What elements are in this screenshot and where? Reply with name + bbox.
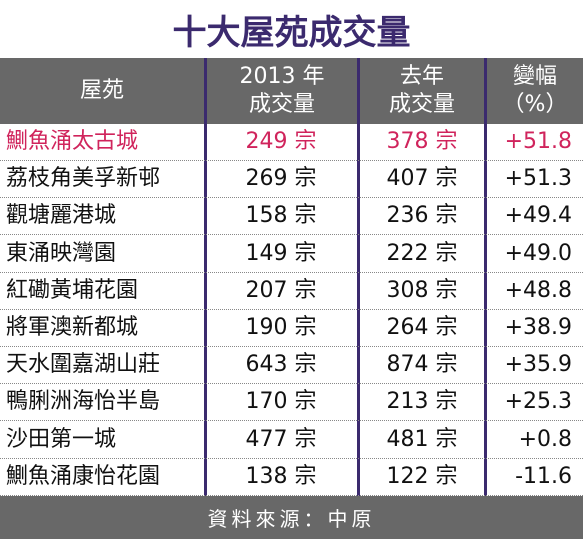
estate-cell: 荔枝角美孚新邨 <box>6 166 161 192</box>
chart-title: 十大屋苑成交量 <box>172 12 411 53</box>
value-last-year-cell: 264 宗 <box>386 315 458 340</box>
header-change: 變幅 （%） <box>487 58 583 124</box>
value-2013-cell: 158 宗 <box>245 203 317 229</box>
value-last-year-cell: 378 宗 <box>386 129 458 154</box>
header-2013-line2: 成交量 <box>248 92 315 117</box>
estate-cell: 將軍澳新都城 <box>6 315 139 340</box>
header-2013: 2013 年 成交量 <box>207 58 357 124</box>
change-cell: +38.9 <box>504 315 572 340</box>
table-row: 鰂魚涌康怡花園 138 宗 122 宗 -11.6 <box>0 459 583 496</box>
value-last-year-cell: 236 宗 <box>386 203 458 229</box>
value-2013-cell: 190 宗 <box>245 315 317 340</box>
header-last-line2: 成交量 <box>388 92 455 117</box>
estate-cell: 鰂魚涌太古城 <box>6 129 139 154</box>
change-cell: +0.8 <box>518 426 572 452</box>
value-2013-cell: 207 宗 <box>245 277 317 303</box>
table-row: 鴨脷洲海怡半島 170 宗 213 宗 +25.3 <box>0 384 583 422</box>
header-2013-line1: 2013 年 <box>239 64 325 89</box>
change-cell: +35.9 <box>504 352 572 378</box>
estate-cell: 觀塘麗港城 <box>6 203 117 229</box>
change-cell: +51.3 <box>504 166 572 192</box>
table-row: 觀塘麗港城 158 宗 236 宗 +49.4 <box>0 198 583 236</box>
value-last-year-cell: 213 宗 <box>386 389 458 415</box>
header-change-line2: （%） <box>502 92 568 117</box>
table-header: 屋苑 2013 年 成交量 去年 成交量 變幅 （%） <box>0 58 583 124</box>
header-last-year: 去年 成交量 <box>360 58 484 124</box>
column-divider <box>484 58 487 496</box>
value-last-year-cell: 308 宗 <box>386 277 458 303</box>
value-last-year-cell: 481 宗 <box>386 426 458 452</box>
value-2013-cell: 249 宗 <box>245 129 317 154</box>
change-cell: +51.8 <box>504 129 572 154</box>
header-estate: 屋苑 <box>0 58 204 124</box>
value-2013-cell: 269 宗 <box>245 166 317 192</box>
change-cell: -11.6 <box>515 463 572 489</box>
source-note: 資料來源：中原 <box>0 496 583 539</box>
value-last-year-cell: 407 宗 <box>386 166 458 192</box>
header-estate-label: 屋苑 <box>79 78 124 103</box>
estate-cell: 鰂魚涌康怡花園 <box>6 463 161 489</box>
table-row: 東涌映灣園 149 宗 222 宗 +49.0 <box>0 236 583 273</box>
estate-cell: 天水圍嘉湖山莊 <box>6 352 161 378</box>
column-divider <box>204 58 207 496</box>
table-row: 鰂魚涌太古城 249 宗 378 宗 +51.8 <box>0 124 583 161</box>
value-2013-cell: 149 宗 <box>245 240 317 266</box>
table-row: 沙田第一城 477 宗 481 宗 +0.8 <box>0 422 583 459</box>
header-last-line1: 去年 <box>399 64 444 89</box>
estate-cell: 沙田第一城 <box>6 426 117 452</box>
table-row: 紅磡黃埔花園 207 宗 308 宗 +48.8 <box>0 273 583 310</box>
value-2013-cell: 138 宗 <box>245 463 317 489</box>
value-2013-cell: 170 宗 <box>245 389 317 415</box>
table-row: 天水圍嘉湖山莊 643 宗 874 宗 +35.9 <box>0 347 583 385</box>
value-2013-cell: 643 宗 <box>245 352 317 378</box>
estate-cell: 鴨脷洲海怡半島 <box>6 389 161 415</box>
value-last-year-cell: 122 宗 <box>386 463 458 489</box>
change-cell: +25.3 <box>504 389 572 415</box>
change-cell: +49.0 <box>504 240 572 266</box>
table-row: 將軍澳新都城 190 宗 264 宗 +38.9 <box>0 310 583 347</box>
change-cell: +49.4 <box>504 203 572 229</box>
table-row: 荔枝角美孚新邨 269 宗 407 宗 +51.3 <box>0 161 583 199</box>
value-last-year-cell: 222 宗 <box>386 240 458 266</box>
change-cell: +48.8 <box>504 277 572 303</box>
estate-cell: 紅磡黃埔花園 <box>6 277 139 303</box>
value-2013-cell: 477 宗 <box>245 426 317 452</box>
estate-cell: 東涌映灣園 <box>6 240 117 266</box>
value-last-year-cell: 874 宗 <box>386 352 458 378</box>
column-divider <box>357 58 360 496</box>
header-change-line1: 變幅 <box>512 64 557 89</box>
